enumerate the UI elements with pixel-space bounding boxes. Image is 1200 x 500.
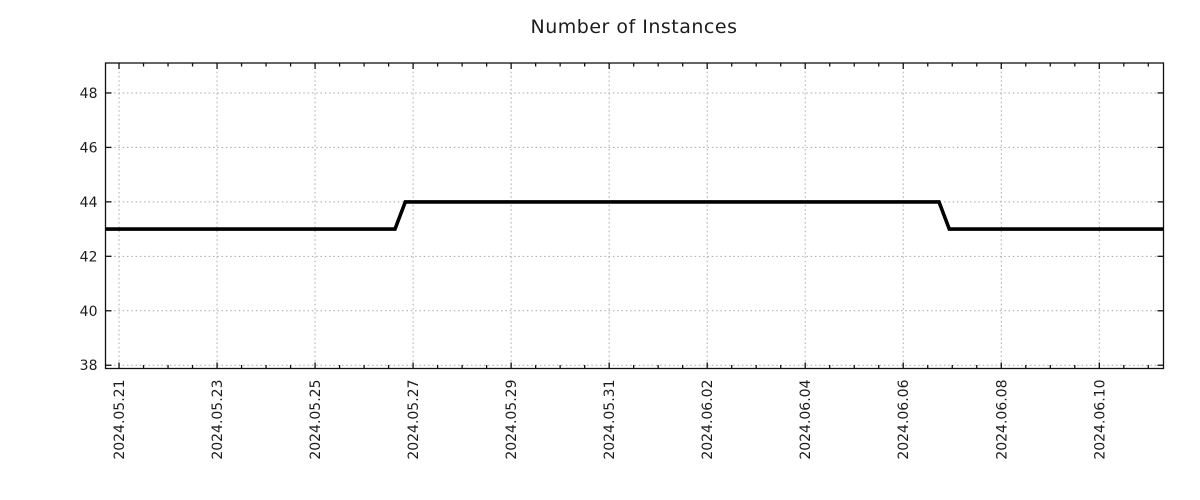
x-tick-label: 2024.05.31 bbox=[602, 380, 618, 460]
x-tick-label: 2024.05.23 bbox=[210, 380, 226, 460]
y-tick-label: 40 bbox=[80, 304, 98, 320]
plot-frame bbox=[104, 62, 1165, 370]
y-tick-label: 48 bbox=[80, 86, 98, 102]
x-tick-label: 2024.05.29 bbox=[504, 380, 520, 460]
chart-title: Number of Instances bbox=[530, 16, 738, 38]
x-tick-label: 2024.05.25 bbox=[308, 380, 324, 460]
x-tick-label: 2024.06.02 bbox=[700, 380, 716, 460]
y-tick-label: 44 bbox=[80, 195, 98, 211]
y-tick-label: 42 bbox=[80, 249, 98, 265]
x-tick-label: 2024.06.04 bbox=[798, 379, 814, 459]
y-tick-label: 38 bbox=[80, 358, 98, 374]
x-tick-label: 2024.05.27 bbox=[406, 380, 422, 460]
series-line bbox=[105, 200, 1164, 231]
x-tick-label: 2024.06.08 bbox=[994, 379, 1010, 459]
y-tick-label: 46 bbox=[80, 140, 98, 156]
x-tick-label: 2024.06.10 bbox=[1092, 380, 1108, 460]
x-tick-label: 2024.06.06 bbox=[896, 379, 912, 459]
x-tick-label: 2024.05.21 bbox=[112, 380, 128, 460]
